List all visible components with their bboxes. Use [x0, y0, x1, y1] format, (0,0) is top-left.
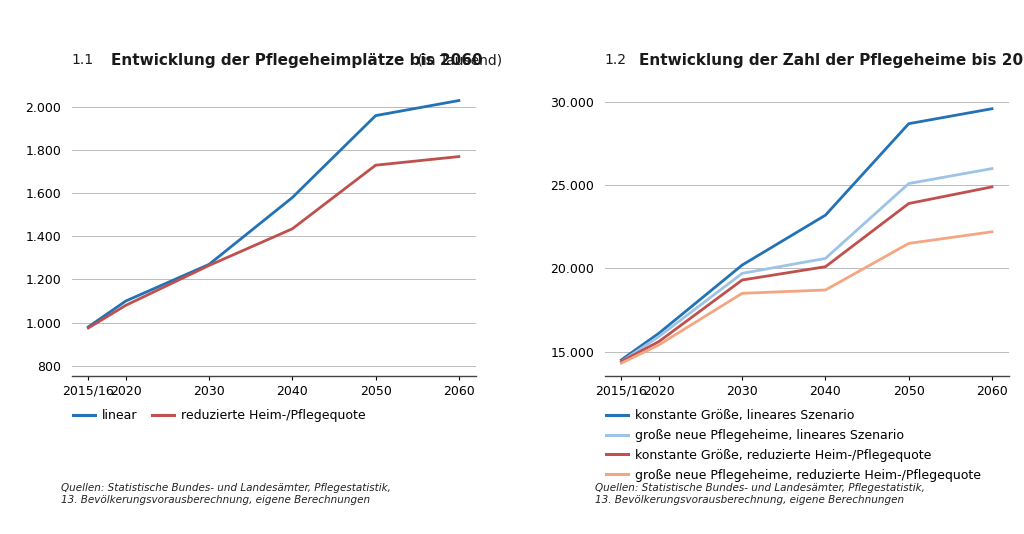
Text: Quellen: Statistische Bundes- und Landesämter, Pflegestatistik,
13. Bevölkerungs: Quellen: Statistische Bundes- und Landes…	[61, 483, 391, 505]
Text: Quellen: Statistische Bundes- und Landesämter, Pflegestatistik,
13. Bevölkerungs: Quellen: Statistische Bundes- und Landes…	[595, 483, 925, 505]
Text: 1.1: 1.1	[72, 53, 94, 67]
Text: (in Tausend): (in Tausend)	[413, 53, 502, 67]
Text: Entwicklung der Pflegeheimplätze bis 2060: Entwicklung der Pflegeheimplätze bis 206…	[111, 53, 482, 68]
Legend: konstante Größe, lineares Szenario, große neue Pflegeheime, lineares Szenario, k: konstante Größe, lineares Szenario, groß…	[601, 404, 985, 486]
Legend: linear, reduzierte Heim-/Pflegequote: linear, reduzierte Heim-/Pflegequote	[68, 404, 371, 427]
Text: Entwicklung der Zahl der Pflegeheime bis 2060: Entwicklung der Zahl der Pflegeheime bis…	[639, 53, 1024, 68]
Text: 1.2: 1.2	[605, 53, 627, 67]
